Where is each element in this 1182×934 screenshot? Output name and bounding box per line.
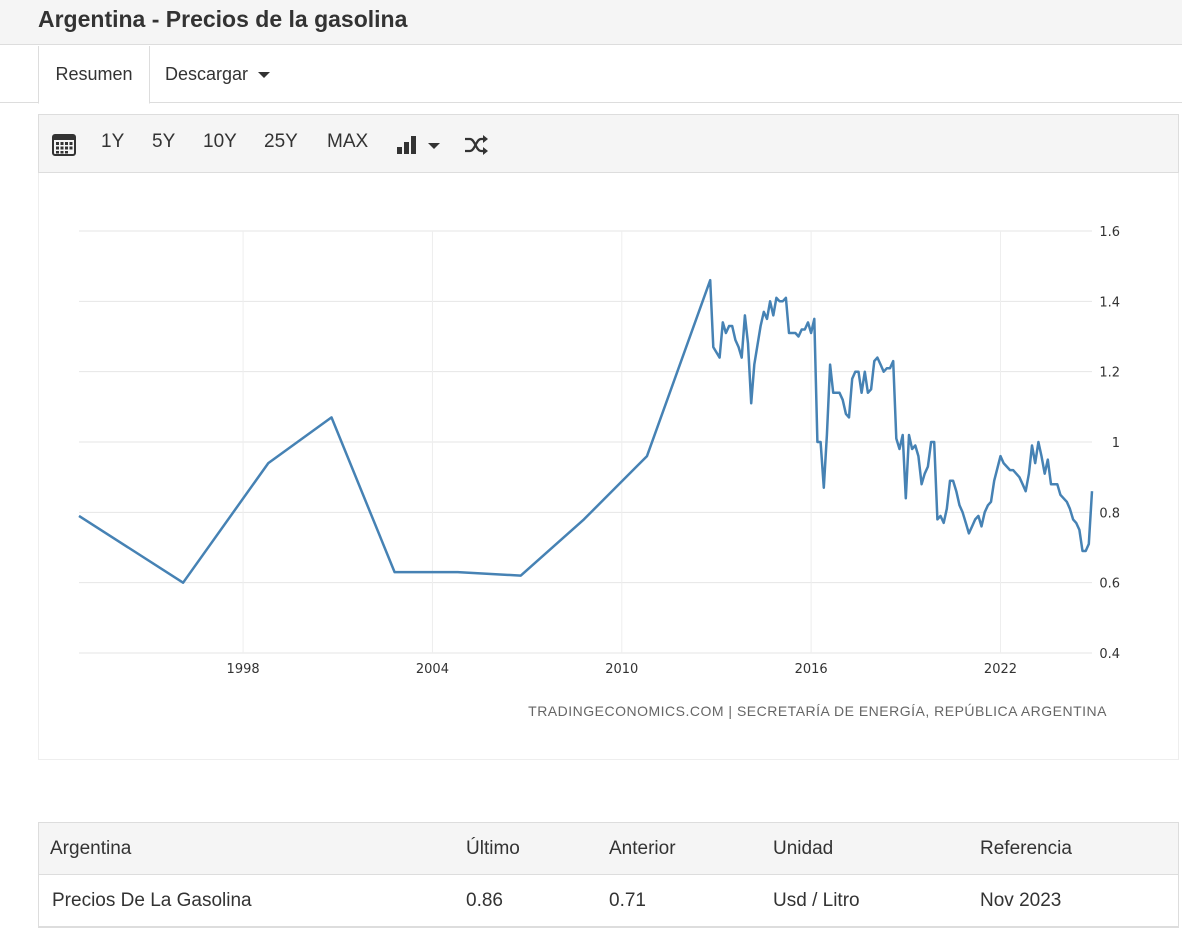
range-5y-button[interactable]: 5Y (152, 131, 176, 152)
unit-value: Usd / Litro (773, 890, 860, 911)
chart-toolbar: 1Y 5Y 10Y 25Y MAX (38, 114, 1179, 173)
x-tick-label: 1998 (227, 662, 260, 677)
x-tick-label: 2010 (605, 662, 638, 677)
y-tick-label: 0.8 (1099, 506, 1120, 521)
range-1y-button[interactable]: 1Y (101, 131, 125, 152)
summary-table: Argentina Último Anterior Unidad Referen… (38, 822, 1179, 928)
y-tick-label: 0.6 (1099, 577, 1120, 592)
x-tick-label: 2004 (416, 662, 449, 677)
header-last: Último (466, 838, 520, 859)
reference-value: Nov 2023 (980, 890, 1062, 911)
x-tick-label: 2016 (795, 662, 828, 677)
y-tick-label: 1.2 (1099, 366, 1120, 381)
range-25y-button[interactable]: 25Y (264, 131, 298, 152)
indicator-name[interactable]: Precios De La Gasolina (52, 890, 252, 911)
chart-type-dropdown[interactable] (396, 135, 442, 161)
range-max-button[interactable]: MAX (327, 131, 369, 152)
page-title: Argentina - Precios de la gasolina (38, 6, 408, 32)
y-tick-label: 1.6 (1099, 225, 1120, 240)
header-unit: Unidad (773, 838, 834, 859)
header-previous: Anterior (609, 838, 676, 859)
tab-download-label: Descargar (165, 64, 249, 84)
table-header-row: Argentina Último Anterior Unidad Referen… (39, 823, 1178, 875)
chart-ticks: 0.4 0.6 0.8 1 1.2 1.4 1.6 1998 2004 2010 2016 2022 (227, 225, 1120, 677)
y-tick-label: 0.4 (1099, 647, 1120, 662)
y-tick-label: 1.4 (1099, 295, 1120, 310)
tab-bar: Resumen Descargar (0, 46, 1182, 104)
chart-series[interactable] (78, 278, 1094, 584)
last-value: 0.86 (466, 890, 503, 911)
shuffle-icon[interactable] (464, 135, 488, 155)
calendar-icon[interactable] (52, 132, 76, 156)
header-reference: Referencia (980, 838, 1072, 859)
y-tick-label: 1 (1112, 436, 1120, 451)
caret-down-icon (258, 72, 271, 79)
tab-download[interactable]: Descargar (165, 46, 271, 103)
title-bar: Argentina - Precios de la gasolina (0, 0, 1182, 45)
chart-source[interactable]: TRADINGECONOMICS.COM | SECRETARÍA DE ENE… (528, 703, 1107, 719)
chart-grid (79, 230, 1092, 654)
tab-summary[interactable]: Resumen (38, 46, 150, 104)
range-10y-button[interactable]: 10Y (203, 131, 237, 152)
table-row[interactable]: Precios De La Gasolina 0.86 0.71 Usd / L… (39, 875, 1178, 927)
x-tick-label: 2022 (984, 662, 1017, 677)
series-line (78, 278, 1094, 584)
header-country: Argentina (50, 838, 132, 859)
previous-value: 0.71 (609, 890, 646, 911)
chart-container: 0.4 0.6 0.8 1 1.2 1.4 1.6 1998 2004 2010 2016 2022 … (38, 173, 1179, 760)
chart-type-caret-icon (428, 143, 440, 149)
bar-chart-icon (397, 136, 440, 154)
